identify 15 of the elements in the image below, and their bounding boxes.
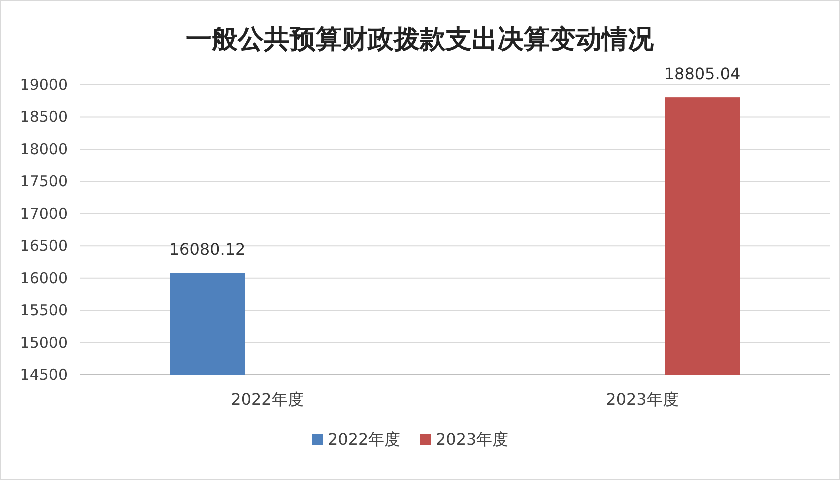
- y-tick-label: 15500: [20, 302, 68, 320]
- y-tick-label: 17000: [20, 204, 68, 223]
- chart-title: 一般公共预算财政拨款支出决算变动情况: [186, 25, 655, 55]
- y-tick-label: 18000: [20, 140, 68, 158]
- data-label: 18805.04: [664, 64, 741, 84]
- data-label: 16080.12: [169, 240, 246, 260]
- y-tick-label: 17500: [20, 172, 68, 191]
- y-tick-label: 18500: [20, 108, 68, 126]
- y-tick-label: 15000: [20, 334, 68, 352]
- y-tick-label: 14500: [20, 366, 68, 384]
- y-tick-label: 19000: [20, 76, 68, 94]
- legend-label: 2022年度: [328, 430, 401, 449]
- y-tick-label: 16500: [20, 237, 68, 256]
- legend-label: 2023年度: [436, 430, 509, 449]
- y-tick-label: 16000: [20, 269, 68, 288]
